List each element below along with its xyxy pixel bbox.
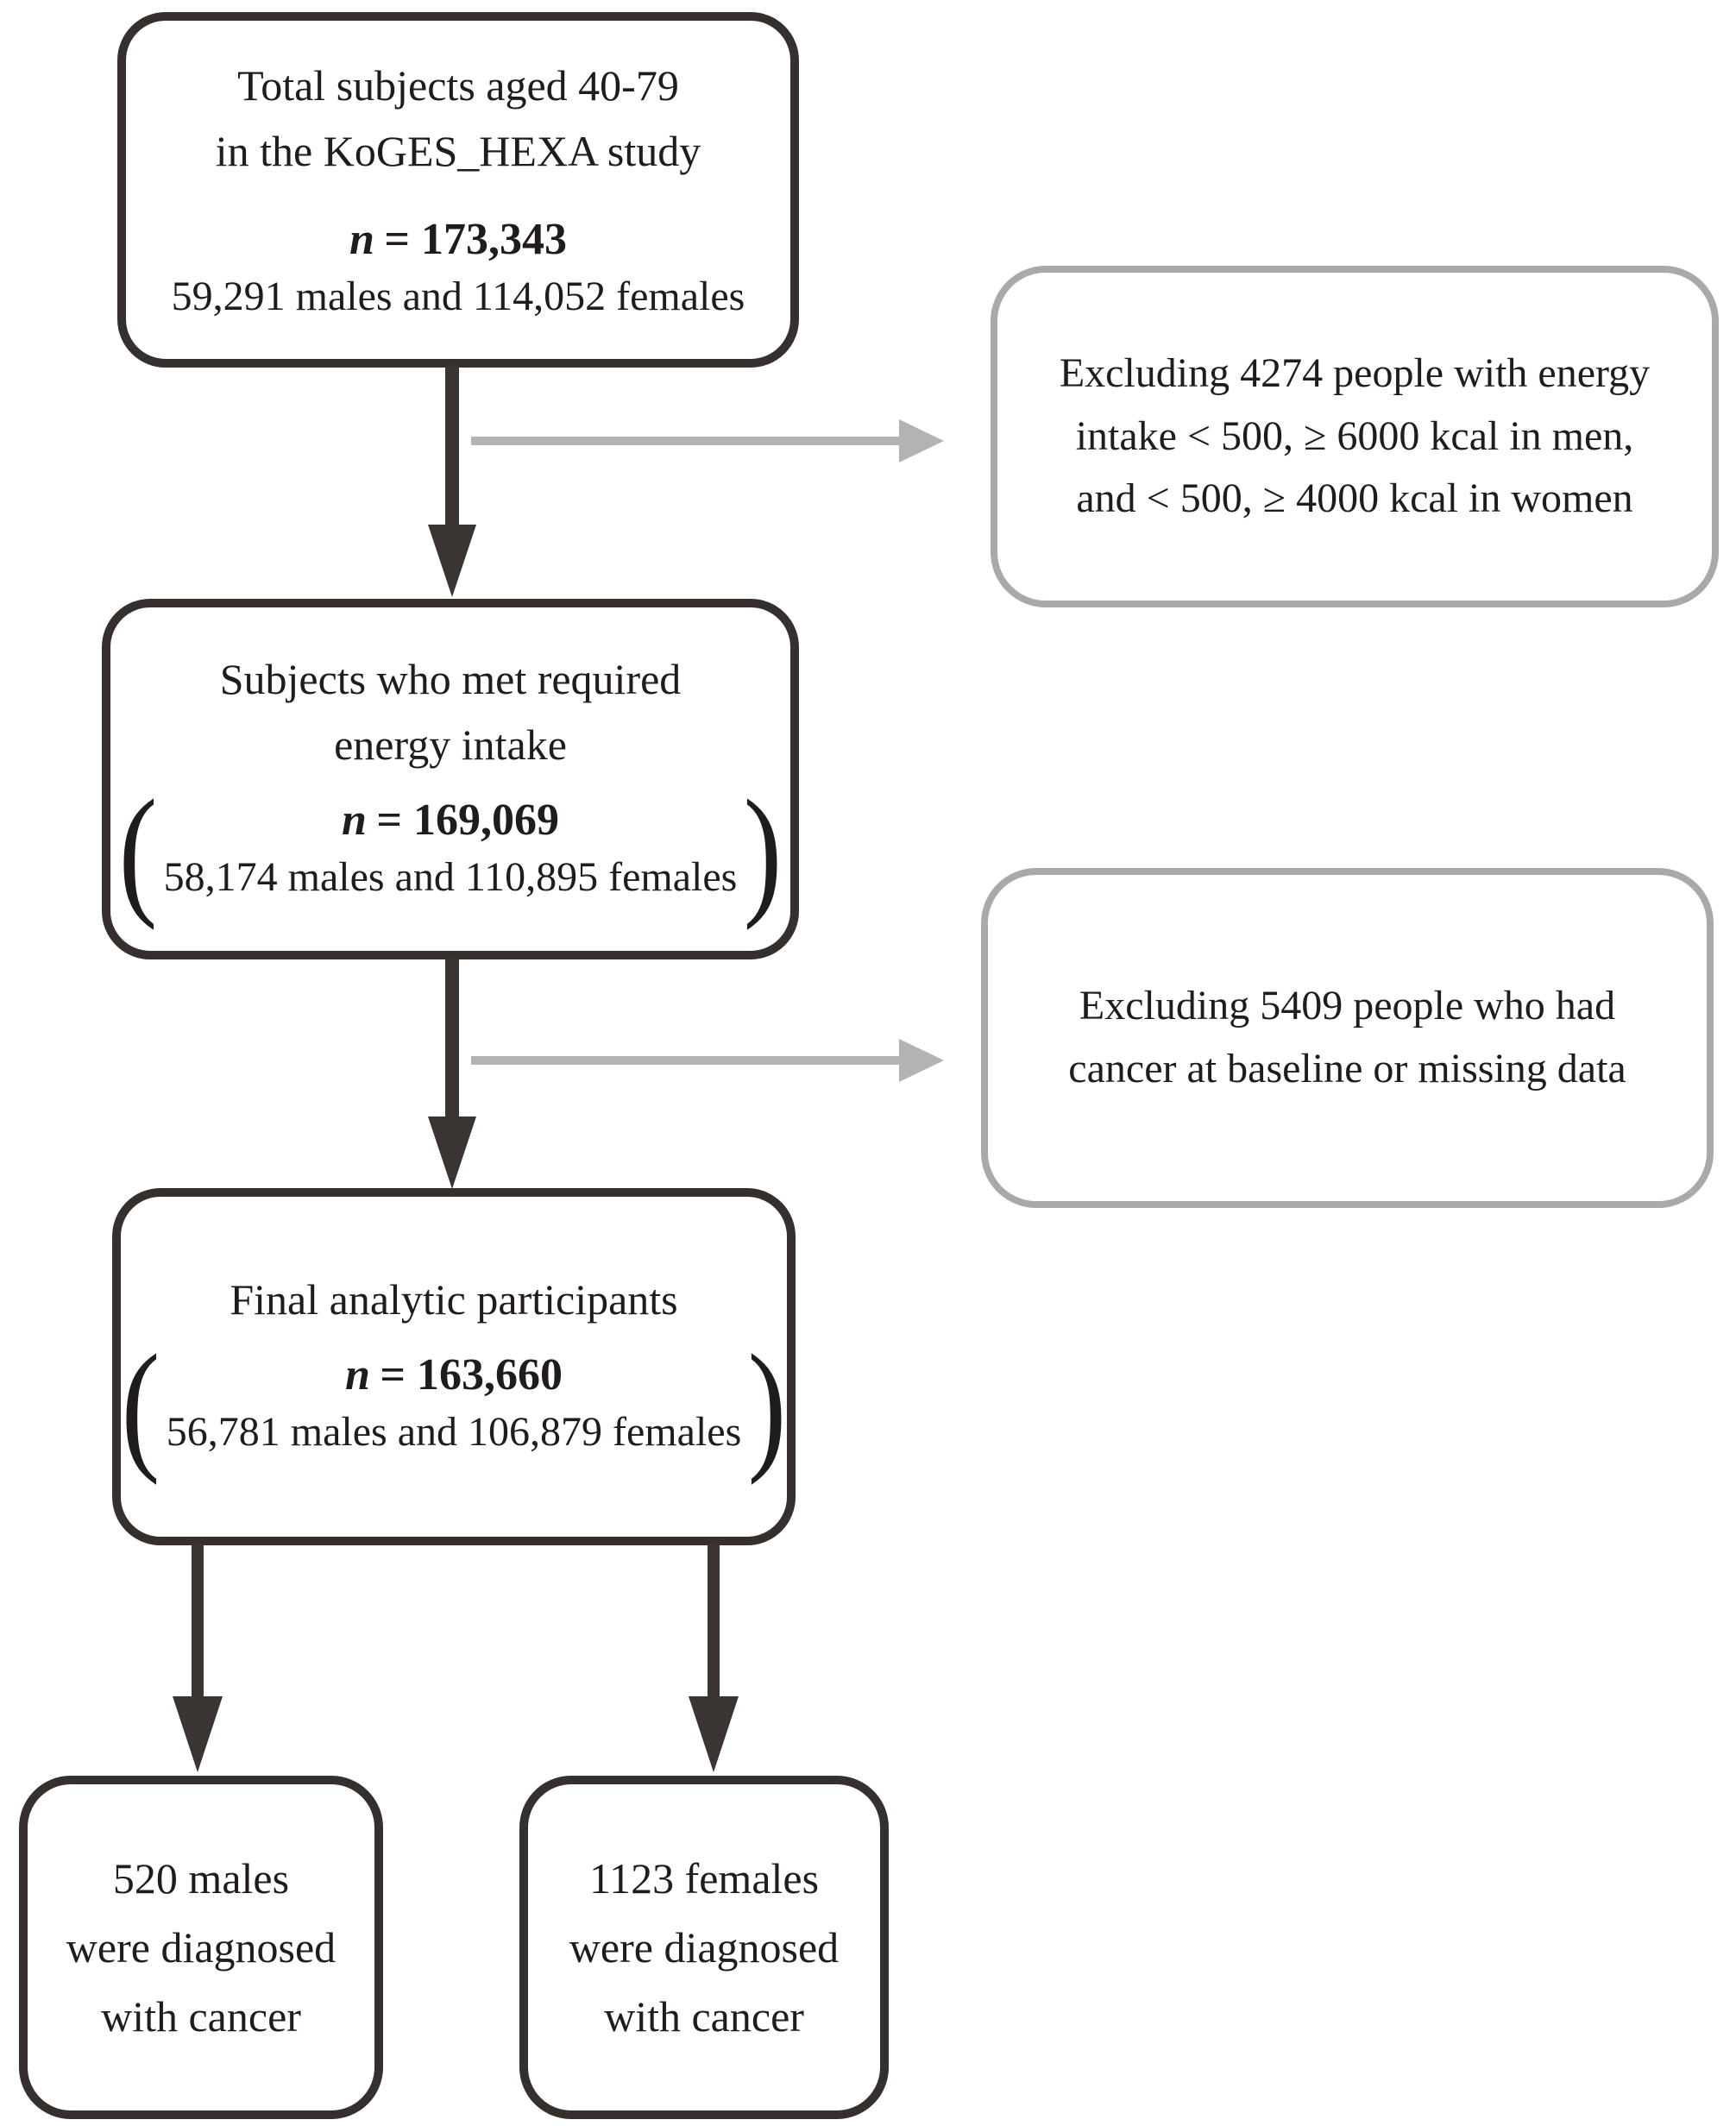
paren-open-glyph: ( xyxy=(118,770,158,931)
box-energy-paren-group: ( n = 169,069 58,174 males and 110,895 fe… xyxy=(112,770,789,931)
box-final-participants: Final analytic participants ( n = 163,660… xyxy=(112,1188,796,1545)
flow-arrow-down-females-head-icon xyxy=(689,1696,739,1772)
box-total-subjects: Total subjects aged 40-79 in the KoGES_H… xyxy=(117,12,799,368)
n-value: = 169,069 xyxy=(376,796,559,845)
flow-arrow-down-1-head-icon xyxy=(428,525,476,597)
box-females-line-1: 1123 females xyxy=(588,1854,820,1903)
paren-close-glyph: ) xyxy=(747,1324,787,1486)
paren-close-glyph: ) xyxy=(743,770,783,931)
flow-arrow-down-1 xyxy=(445,364,459,532)
n-symbol: n xyxy=(349,215,374,264)
box-energy-line-2: energy intake xyxy=(334,720,567,769)
box-males-line-3: with cancer xyxy=(101,1992,301,2041)
box-energy-counts: n = 169,069 58,174 males and 110,895 fema… xyxy=(164,794,738,908)
exclusion1-line-2: intake < 500, ≥ 6000 kcal in men, xyxy=(1075,412,1634,459)
exclusion-arrow-right-1 xyxy=(471,437,901,445)
exclusion1-line-3: and < 500, ≥ 4000 kcal in women xyxy=(1076,475,1633,522)
box-energy-intake: Subjects who met required energy intake … xyxy=(102,599,799,959)
box-males-line-2: were diagnosed xyxy=(66,1923,337,1972)
exclusion-arrow-right-2-head-icon xyxy=(899,1039,944,1082)
box-males-line-1: 520 males xyxy=(112,1854,290,1903)
exclusion2-line-2: cancer at baseline or missing data xyxy=(1068,1046,1626,1091)
flow-arrow-down-2 xyxy=(445,958,459,1123)
box-final-detail: 56,781 males and 106,879 females xyxy=(166,1409,742,1456)
n-value: = 163,660 xyxy=(380,1350,563,1400)
box-total-line-1: Total subjects aged 40-79 xyxy=(237,61,679,110)
box-males-cancer: 520 males were diagnosed with cancer xyxy=(19,1776,383,2119)
exclusion-arrow-right-2 xyxy=(471,1056,901,1065)
n-symbol: n xyxy=(345,1350,370,1400)
n-value: = 173,343 xyxy=(384,215,567,264)
box-total-n: n = 173,343 xyxy=(349,213,567,267)
box-exclusion-cancer-baseline: Excluding 5409 people who had cancer at … xyxy=(981,868,1714,1208)
flow-arrow-down-2-head-icon xyxy=(428,1116,476,1189)
box-exclusion-energy: Excluding 4274 people with energy intake… xyxy=(991,266,1719,607)
box-total-detail: 59,291 males and 114,052 females xyxy=(171,274,745,320)
box-females-line-2: were diagnosed xyxy=(569,1923,840,1972)
paren-open-glyph: ( xyxy=(121,1324,160,1486)
box-final-n: n = 163,660 xyxy=(345,1349,563,1402)
box-females-line-3: with cancer xyxy=(604,1992,804,2041)
box-final-paren-group: ( n = 163,660 56,781 males and 106,879 fe… xyxy=(115,1324,793,1486)
box-energy-n: n = 169,069 xyxy=(342,794,559,847)
box-total-line-2: in the KoGES_HEXA study xyxy=(215,127,701,175)
box-energy-line-1: Subjects who met required xyxy=(219,654,682,703)
box-energy-detail: 58,174 males and 110,895 females xyxy=(163,854,738,901)
flow-arrow-down-males xyxy=(192,1544,204,1702)
exclusion2-line-1: Excluding 5409 people who had xyxy=(1079,983,1616,1029)
box-final-counts: n = 163,660 56,781 males and 106,879 fema… xyxy=(167,1349,742,1462)
flow-arrow-down-females xyxy=(708,1544,720,1702)
exclusion-arrow-right-1-head-icon xyxy=(899,419,944,462)
flow-arrow-down-males-head-icon xyxy=(173,1696,223,1772)
exclusion1-line-1: Excluding 4274 people with energy xyxy=(1059,349,1651,396)
box-females-cancer: 1123 females were diagnosed with cancer xyxy=(519,1776,889,2119)
box-final-line-1: Final analytic participants xyxy=(230,1274,678,1324)
n-symbol: n xyxy=(341,796,367,845)
